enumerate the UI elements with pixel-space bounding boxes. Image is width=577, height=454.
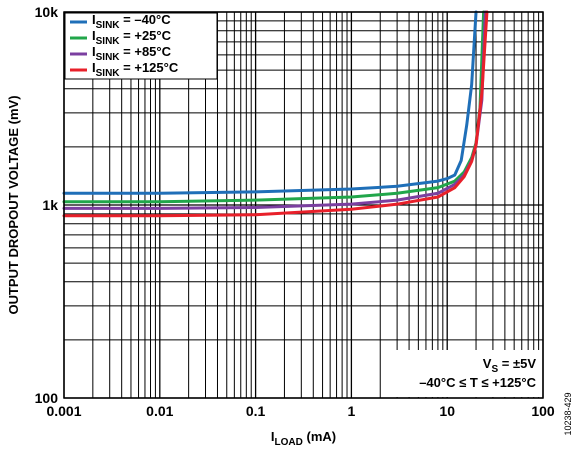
legend-box <box>64 12 218 80</box>
legend-label-subscript: SINK <box>96 36 121 47</box>
x-axis-title-symbol: I <box>271 429 275 444</box>
legend-label-temperature: = +125°C <box>120 60 179 75</box>
x-tick-label: 0.1 <box>246 403 266 419</box>
plot-frame <box>63 11 544 399</box>
y-axis-title: OUTPUT DROPOUT VOLTAGE (mV) <box>6 95 21 314</box>
supply-voltage-note: VS = ±5V <box>483 356 537 375</box>
temperature-range-note: –40°C ≤ T ≤ +125°C <box>419 375 536 390</box>
x-tick-label: 0.01 <box>146 403 173 419</box>
figure-id: 10238-429 <box>563 392 573 435</box>
supply-voltage-subscript: S <box>491 364 498 375</box>
legend-label-symbol: I <box>92 60 96 75</box>
supply-voltage-symbol: V <box>483 356 492 371</box>
x-tick-label: 0.001 <box>46 403 81 419</box>
x-axis-title-unit: (mA) <box>303 429 336 444</box>
legend-label-symbol: I <box>92 12 96 27</box>
x-tick-label: 100 <box>531 403 555 419</box>
series-line-4 <box>62 10 489 218</box>
series-line-1 <box>62 10 478 195</box>
y-tick-label: 100 <box>35 390 59 406</box>
y-tick-label: 10k <box>35 4 59 20</box>
y-tick-label: 1k <box>42 197 58 213</box>
legend-label-symbol: I <box>92 44 96 59</box>
legend-label: ISINK = –40°C <box>92 12 171 31</box>
x-tick-label: 10 <box>439 403 455 419</box>
plot-border <box>63 11 544 399</box>
legend-label: ISINK = +125°C <box>92 60 179 79</box>
legend-label-symbol: I <box>92 28 96 43</box>
legend-label-subscript: SINK <box>96 52 121 63</box>
legend-label-subscript: SINK <box>96 20 121 31</box>
tick-labels: 0.001 0.01 0.1 1 10 100 100 1k 10k <box>35 4 555 419</box>
annotation-box <box>389 350 542 397</box>
series-lines <box>62 10 489 218</box>
x-axis-title: ILOAD (mA) <box>271 429 336 448</box>
conditions-annotation: VS = ±5V –40°C ≤ T ≤ +125°C <box>389 350 542 397</box>
legend-label-temperature: = +85°C <box>120 44 172 59</box>
supply-voltage-value: = ±5V <box>498 356 536 371</box>
legend-label-temperature: = –40°C <box>120 12 172 27</box>
legend-label-temperature: = +25°C <box>120 28 172 43</box>
x-tick-label: 1 <box>348 403 356 419</box>
x-axis-title-subscript: LOAD <box>275 437 303 448</box>
legend-label-subscript: SINK <box>96 68 121 79</box>
legend-label: ISINK = +85°C <box>92 44 172 63</box>
legend-label: ISINK = +25°C <box>92 28 172 47</box>
